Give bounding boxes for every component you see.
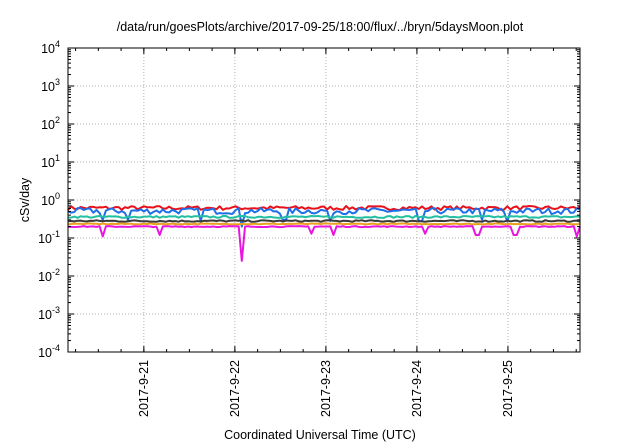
x-tick-labels: 2017-9-21 2017-9-22 2017-9-23 2017-9-24 2017… (137, 360, 515, 417)
series-line (67, 222, 581, 226)
x-axis-label: Coordinated Universal Time (UTC) (224, 428, 416, 442)
y-tick-label: 102 (41, 115, 60, 132)
series-line (67, 207, 581, 228)
y-tick-labels: 10-4 10-3 10-2 10-1 100 101 102 103 104 (38, 39, 60, 360)
y-axis-label: cSv/day (18, 177, 32, 222)
chart-title: /data/run/goesPlots/archive/2017-09-25/1… (116, 20, 524, 34)
series-line (67, 205, 581, 211)
y-tick-label: 103 (41, 77, 60, 94)
x-tick-label: 2017-9-24 (410, 360, 424, 417)
y-tick-label: 104 (41, 39, 60, 56)
y-tick-label: 10-2 (38, 267, 60, 284)
series-line (67, 214, 581, 219)
x-tick-label: 2017-9-23 (319, 360, 333, 417)
y-tick-label: 10-3 (38, 305, 60, 322)
x-tick-label: 2017-9-21 (137, 360, 151, 417)
x-tick-label: 2017-9-25 (501, 360, 515, 417)
series-line (67, 219, 581, 223)
y-tick-label: 100 (41, 191, 60, 208)
x-tick-label: 2017-9-22 (228, 360, 242, 417)
y-tick-label: 10-4 (38, 343, 60, 360)
series-layer (67, 205, 581, 262)
series-line (67, 225, 581, 262)
y-tick-label: 10-1 (38, 229, 60, 246)
tick-marks (68, 47, 580, 353)
y-tick-label: 101 (41, 153, 60, 170)
grid-lines (68, 48, 580, 352)
